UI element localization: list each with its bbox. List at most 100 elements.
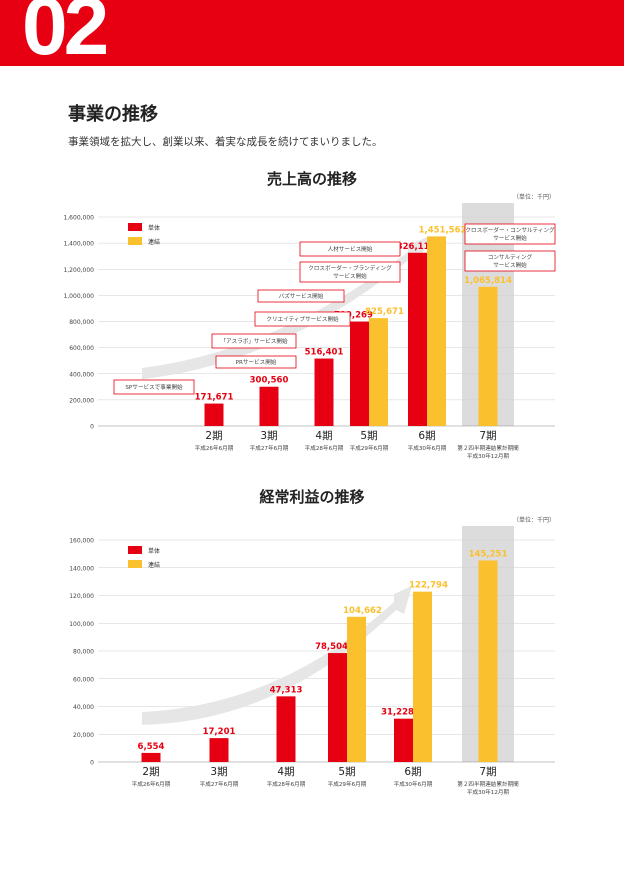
sales-x-category-label: 7期 [479,430,496,442]
profit-value-label-single: 78,504 [315,642,348,652]
profit-unit-label: （単位：千円） [513,516,555,524]
profit-y-tick-label: 60,000 [73,676,94,683]
sales-annotation-text: サービス開始 [333,272,367,280]
profit-y-tick-label: 20,000 [73,732,94,739]
profit-value-label-consolidated: 122,794 [409,581,448,591]
profit-x-sub-label: 第２四半期連結累計期間 [457,780,519,788]
profit-x-sub-label: 平成26年6月期 [132,780,171,788]
sales-growth-arrow [142,236,430,380]
profit-x-category-label: 7期 [479,766,496,778]
profit-y-tick-label: 0 [90,760,94,767]
profit-y-tick-label: 80,000 [73,649,94,656]
section-title: 事業の推移 [68,104,158,125]
profit-y-tick-label: 100,000 [69,621,94,628]
sales-x-category-label: 5期 [360,430,377,442]
profit-x-sub-label: 平成29年6月期 [328,780,367,788]
sales-y-tick-label: 0 [90,424,94,431]
section-description: 事業領域を拡大し、創業以来、着実な成長を続けてまいりました。 [68,136,383,148]
sales-annotation-box [254,311,351,327]
sales-y-tick-label: 1,200,000 [63,267,94,274]
profit-x-sub-label: 平成30年12月期 [467,788,510,796]
profit-x-category-label: 5期 [338,766,355,778]
profit-x-category-label: 2期 [142,766,159,778]
profit-x-category-label: 6期 [404,766,421,778]
sales-value-label-single: 171,671 [195,393,234,403]
sales-annotation-text: コンサルティング [488,253,533,261]
sales-x-category-label: 2期 [205,430,222,442]
sales-annotation-text: PRサービス開始 [236,358,277,366]
sales-legend-label: 連結 [148,238,160,246]
profit-bar-consolidated [347,616,366,762]
sales-x-category-label: 6期 [418,430,435,442]
profit-legend-label: 単体 [148,547,160,555]
sales-annotation-box [211,333,297,349]
sales-y-tick-label: 400,000 [69,371,94,378]
sales-x-sub-label: 平成27年6月期 [250,444,289,452]
profit-bar-single [141,752,161,762]
sales-value-label-consolidated: 1,451,562 [419,225,467,235]
profit-value-label-single: 31,228 [381,708,414,718]
sales-legend-label: 単体 [148,224,160,232]
profit-legend-label: 連結 [148,561,160,569]
sales-value-label-consolidated: 1,065,814 [464,276,512,286]
sales-annotation-text: クロスボーダー・コンサルティング [465,226,555,234]
sales-x-sub-label: 平成26年6月期 [195,444,234,452]
sales-x-category-label: 4期 [315,430,332,442]
sales-annotation-box [113,379,195,395]
profit-bar-single [394,718,413,762]
profit-chart: 160,000 140,000 120,000 100,000 80,000 60,000… [69,516,555,796]
sales-y-tick-label: 1,000,000 [63,293,94,300]
sales-y-tick-label: 1,600,000 [63,215,94,222]
sales-bar-single [350,321,369,426]
sales-annotation-text: サービス開始 [493,234,527,242]
sales-value-label-single: 300,560 [250,376,289,386]
sales-bar-single [408,252,427,426]
profit-growth-arrow [142,586,412,725]
header-bar: 02 [0,0,624,72]
profit-y-tick-label: 160,000 [69,538,94,545]
profit-legend-swatch [128,546,142,554]
sales-chart-title: 売上高の推移 [266,170,357,188]
profit-legend-swatch [128,560,142,568]
section-number: 02 [22,0,109,72]
sales-annotation-box [464,250,556,272]
sales-annotation-box [215,355,297,369]
profit-bar-single [328,653,347,762]
sales-annotation-text: バズサービス開始 [279,292,324,300]
sales-annotation-box [257,289,345,303]
sales-value-label-single: 1,326,111 [388,242,436,252]
sales-x-sub-label: 平成30年12月期 [467,452,510,460]
sales-y-tick-label: 800,000 [69,319,94,326]
sales-annotation-text: 人材サービス開始 [328,245,373,253]
sales-chart: 1,600,000 1,400,000 1,200,000 1,000,000 800,… [63,193,556,460]
sales-bar-single [204,403,224,426]
sales-annotation-text: SPサービスで事業開始 [125,383,183,391]
sales-bar-single [259,386,279,426]
profit-value-label-single: 6,554 [138,742,165,752]
profit-value-label-single: 47,313 [270,685,303,695]
profit-value-label-consolidated: 104,662 [343,606,382,616]
profit-value-label-single: 17,201 [203,727,236,737]
sales-x-category-label: 3期 [260,430,277,442]
sales-x-sub-label: 平成29年6月期 [350,444,389,452]
sales-y-tick-label: 200,000 [69,397,94,404]
sales-value-label-single: 516,401 [305,348,344,358]
sales-annotation-text: クリエイティブサービス開始 [266,315,339,323]
sales-value-label-single: 799,269 [334,311,373,321]
profit-bar-single [276,696,296,762]
sales-bar-consolidated [478,286,498,426]
profit-x-category-label: 3期 [210,766,227,778]
profit-bar-consolidated [478,560,498,762]
sales-annotation-text: クロスボーダー・ブランディング [308,264,392,272]
sales-legend-swatch [128,223,142,231]
sales-bar-consolidated [369,318,388,426]
sales-x-sub-label: 平成30年6月期 [408,444,447,452]
sales-unit-label: （単位：千円） [513,193,555,201]
profit-y-tick-label: 40,000 [73,704,94,711]
sales-bar-single [314,358,334,426]
profit-x-category-label: 4期 [277,766,294,778]
profit-bar-consolidated [413,591,432,762]
sales-x-sub-label: 平成28年6月期 [305,444,344,452]
sales-annotation-box [299,241,401,257]
sales-y-tick-label: 1,400,000 [63,241,94,248]
